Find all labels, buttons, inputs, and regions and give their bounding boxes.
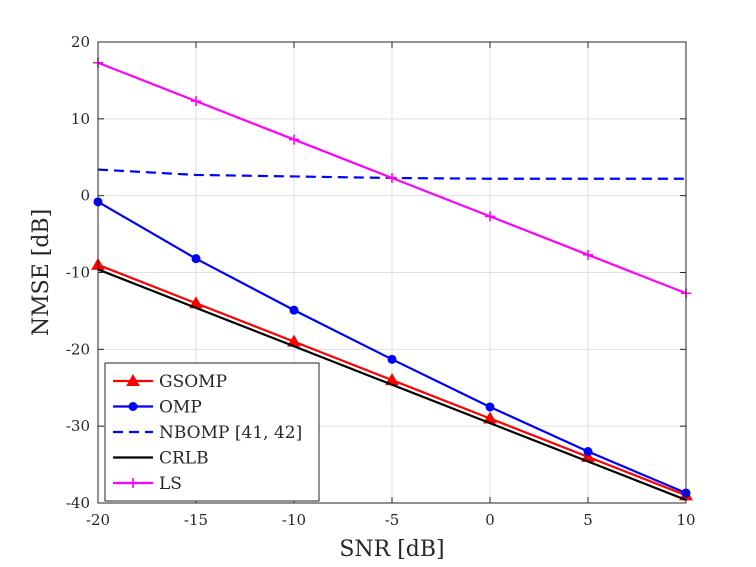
data-point-omp xyxy=(583,447,593,457)
y-tick-label: 20 xyxy=(71,33,90,51)
data-point-omp xyxy=(289,305,299,315)
x-tick-label: 10 xyxy=(676,511,695,529)
x-tick-label: -5 xyxy=(385,511,400,529)
x-tick-label: -15 xyxy=(184,511,208,529)
axis-ticks: -20 -15 -10 -5 0 5 10 -40 -30 -20 -10 0 10 20 xyxy=(66,33,696,529)
data-point-omp xyxy=(387,354,397,364)
data-point-omp xyxy=(485,402,495,412)
data-point-ls xyxy=(387,172,397,183)
y-tick-label: -10 xyxy=(66,264,90,282)
legend-label-crlb: CRLB xyxy=(159,449,209,469)
legend-marker-gsomp xyxy=(126,373,140,386)
legend-box xyxy=(104,362,320,502)
x-tick-label: 5 xyxy=(583,511,593,529)
legend-marker-ls xyxy=(128,478,138,488)
data-point-ls xyxy=(485,211,495,222)
y-axis-label: NMSE [dB] xyxy=(29,209,54,336)
x-tick-label: -10 xyxy=(282,511,306,529)
data-point-ls xyxy=(583,249,593,260)
y-tick-label: -30 xyxy=(66,417,90,435)
x-tick-label: -20 xyxy=(86,511,110,529)
data-point-omp xyxy=(191,254,201,264)
legend-marker-omp xyxy=(128,402,138,411)
legend-label-ls: LS xyxy=(159,474,182,494)
data-point-ls xyxy=(191,96,201,107)
y-tick-label: -40 xyxy=(66,494,90,512)
y-tick-label: 0 xyxy=(80,187,90,205)
y-tick-label: -20 xyxy=(66,340,90,358)
legend-label-omp: OMP xyxy=(159,398,202,418)
x-tick-label: 0 xyxy=(485,511,495,529)
data-point-ls xyxy=(289,134,299,145)
y-tick-label: 10 xyxy=(71,110,90,128)
legend-label-nbomp-41-42: NBOMP [41, 42] xyxy=(159,423,302,443)
series-lines xyxy=(91,57,693,501)
x-axis-label: SNR [dB] xyxy=(339,537,444,562)
legend-label-gsomp: GSOMP xyxy=(159,372,227,392)
series-line-crlb xyxy=(97,268,687,501)
legend: GSOMP OMP NBOMP [41, 42] CRLB LS xyxy=(104,362,320,502)
